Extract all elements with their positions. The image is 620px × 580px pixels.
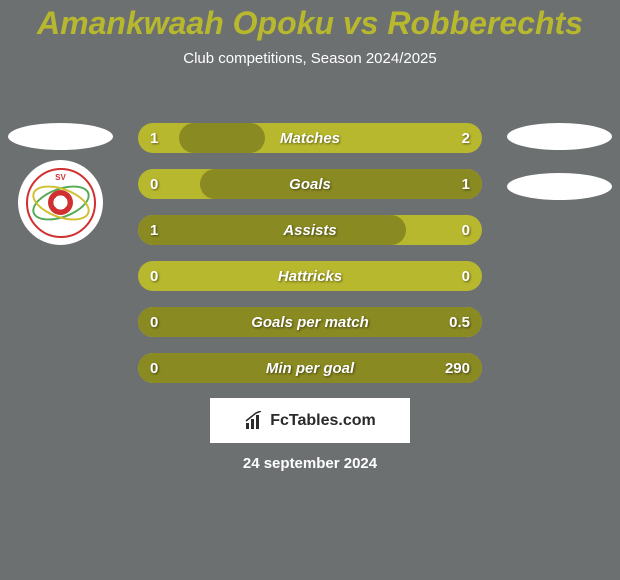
page-title: Amankwaah Opoku vs Robberechts (0, 5, 620, 42)
stats-container: 1 Matches 2 0 Goals 1 1 Assists 0 0 Hattricks 0 0 Goa… (138, 123, 482, 399)
vs-text: vs (343, 5, 379, 41)
brand-text: FcTables.com (270, 412, 376, 430)
player-right-blank (507, 173, 612, 200)
stat-label: Assists (283, 222, 336, 239)
logo-ball-icon (48, 190, 73, 215)
header: Amankwaah Opoku vs Robberechts Club comp… (0, 0, 620, 67)
stat-bar: 0 Min per goal 290 (138, 353, 482, 383)
subtitle: Club competitions, Season 2024/2025 (0, 50, 620, 67)
stat-value-right: 0.5 (449, 314, 470, 331)
stat-bar-inner (179, 123, 265, 153)
stat-label: Hattricks (278, 268, 342, 285)
stat-value-left: 1 (150, 222, 158, 239)
footer-date: 24 september 2024 (243, 455, 377, 472)
stat-value-left: 0 (150, 360, 158, 377)
stat-bar: 0 Goals per match 0.5 (138, 307, 482, 337)
stat-label: Min per goal (266, 360, 354, 377)
stat-label: Matches (280, 130, 340, 147)
stat-value-left: 0 (150, 314, 158, 331)
chart-icon (244, 411, 264, 431)
player-right-badge (507, 123, 612, 150)
player-left-panel: SV (8, 123, 113, 245)
stat-value-left: 0 (150, 268, 158, 285)
player-left-badge (8, 123, 113, 150)
stat-value-right: 0 (462, 222, 470, 239)
stat-label: Goals (289, 176, 331, 193)
stat-value-left: 1 (150, 130, 158, 147)
stat-bar: 1 Assists 0 (138, 215, 482, 245)
stat-value-right: 290 (445, 360, 470, 377)
stat-bar: 0 Goals 1 (138, 169, 482, 199)
team-logo-left: SV (18, 160, 103, 245)
stat-bar: 1 Matches 2 (138, 123, 482, 153)
stat-bar: 0 Hattricks 0 (138, 261, 482, 291)
footer-brand: FcTables.com (210, 398, 410, 443)
stat-bar-inner (138, 215, 406, 245)
team-logo-inner: SV (26, 168, 96, 238)
stat-value-right: 2 (462, 130, 470, 147)
stat-value-right: 0 (462, 268, 470, 285)
stat-value-right: 1 (462, 176, 470, 193)
player-left-name: Amankwaah Opoku (37, 5, 334, 41)
stat-bar-inner (200, 169, 482, 199)
team-abbr: SV (55, 173, 66, 182)
stat-label: Goals per match (251, 314, 369, 331)
player-right-panel (507, 123, 612, 200)
player-right-name: Robberechts (387, 5, 583, 41)
stat-value-left: 0 (150, 176, 158, 193)
